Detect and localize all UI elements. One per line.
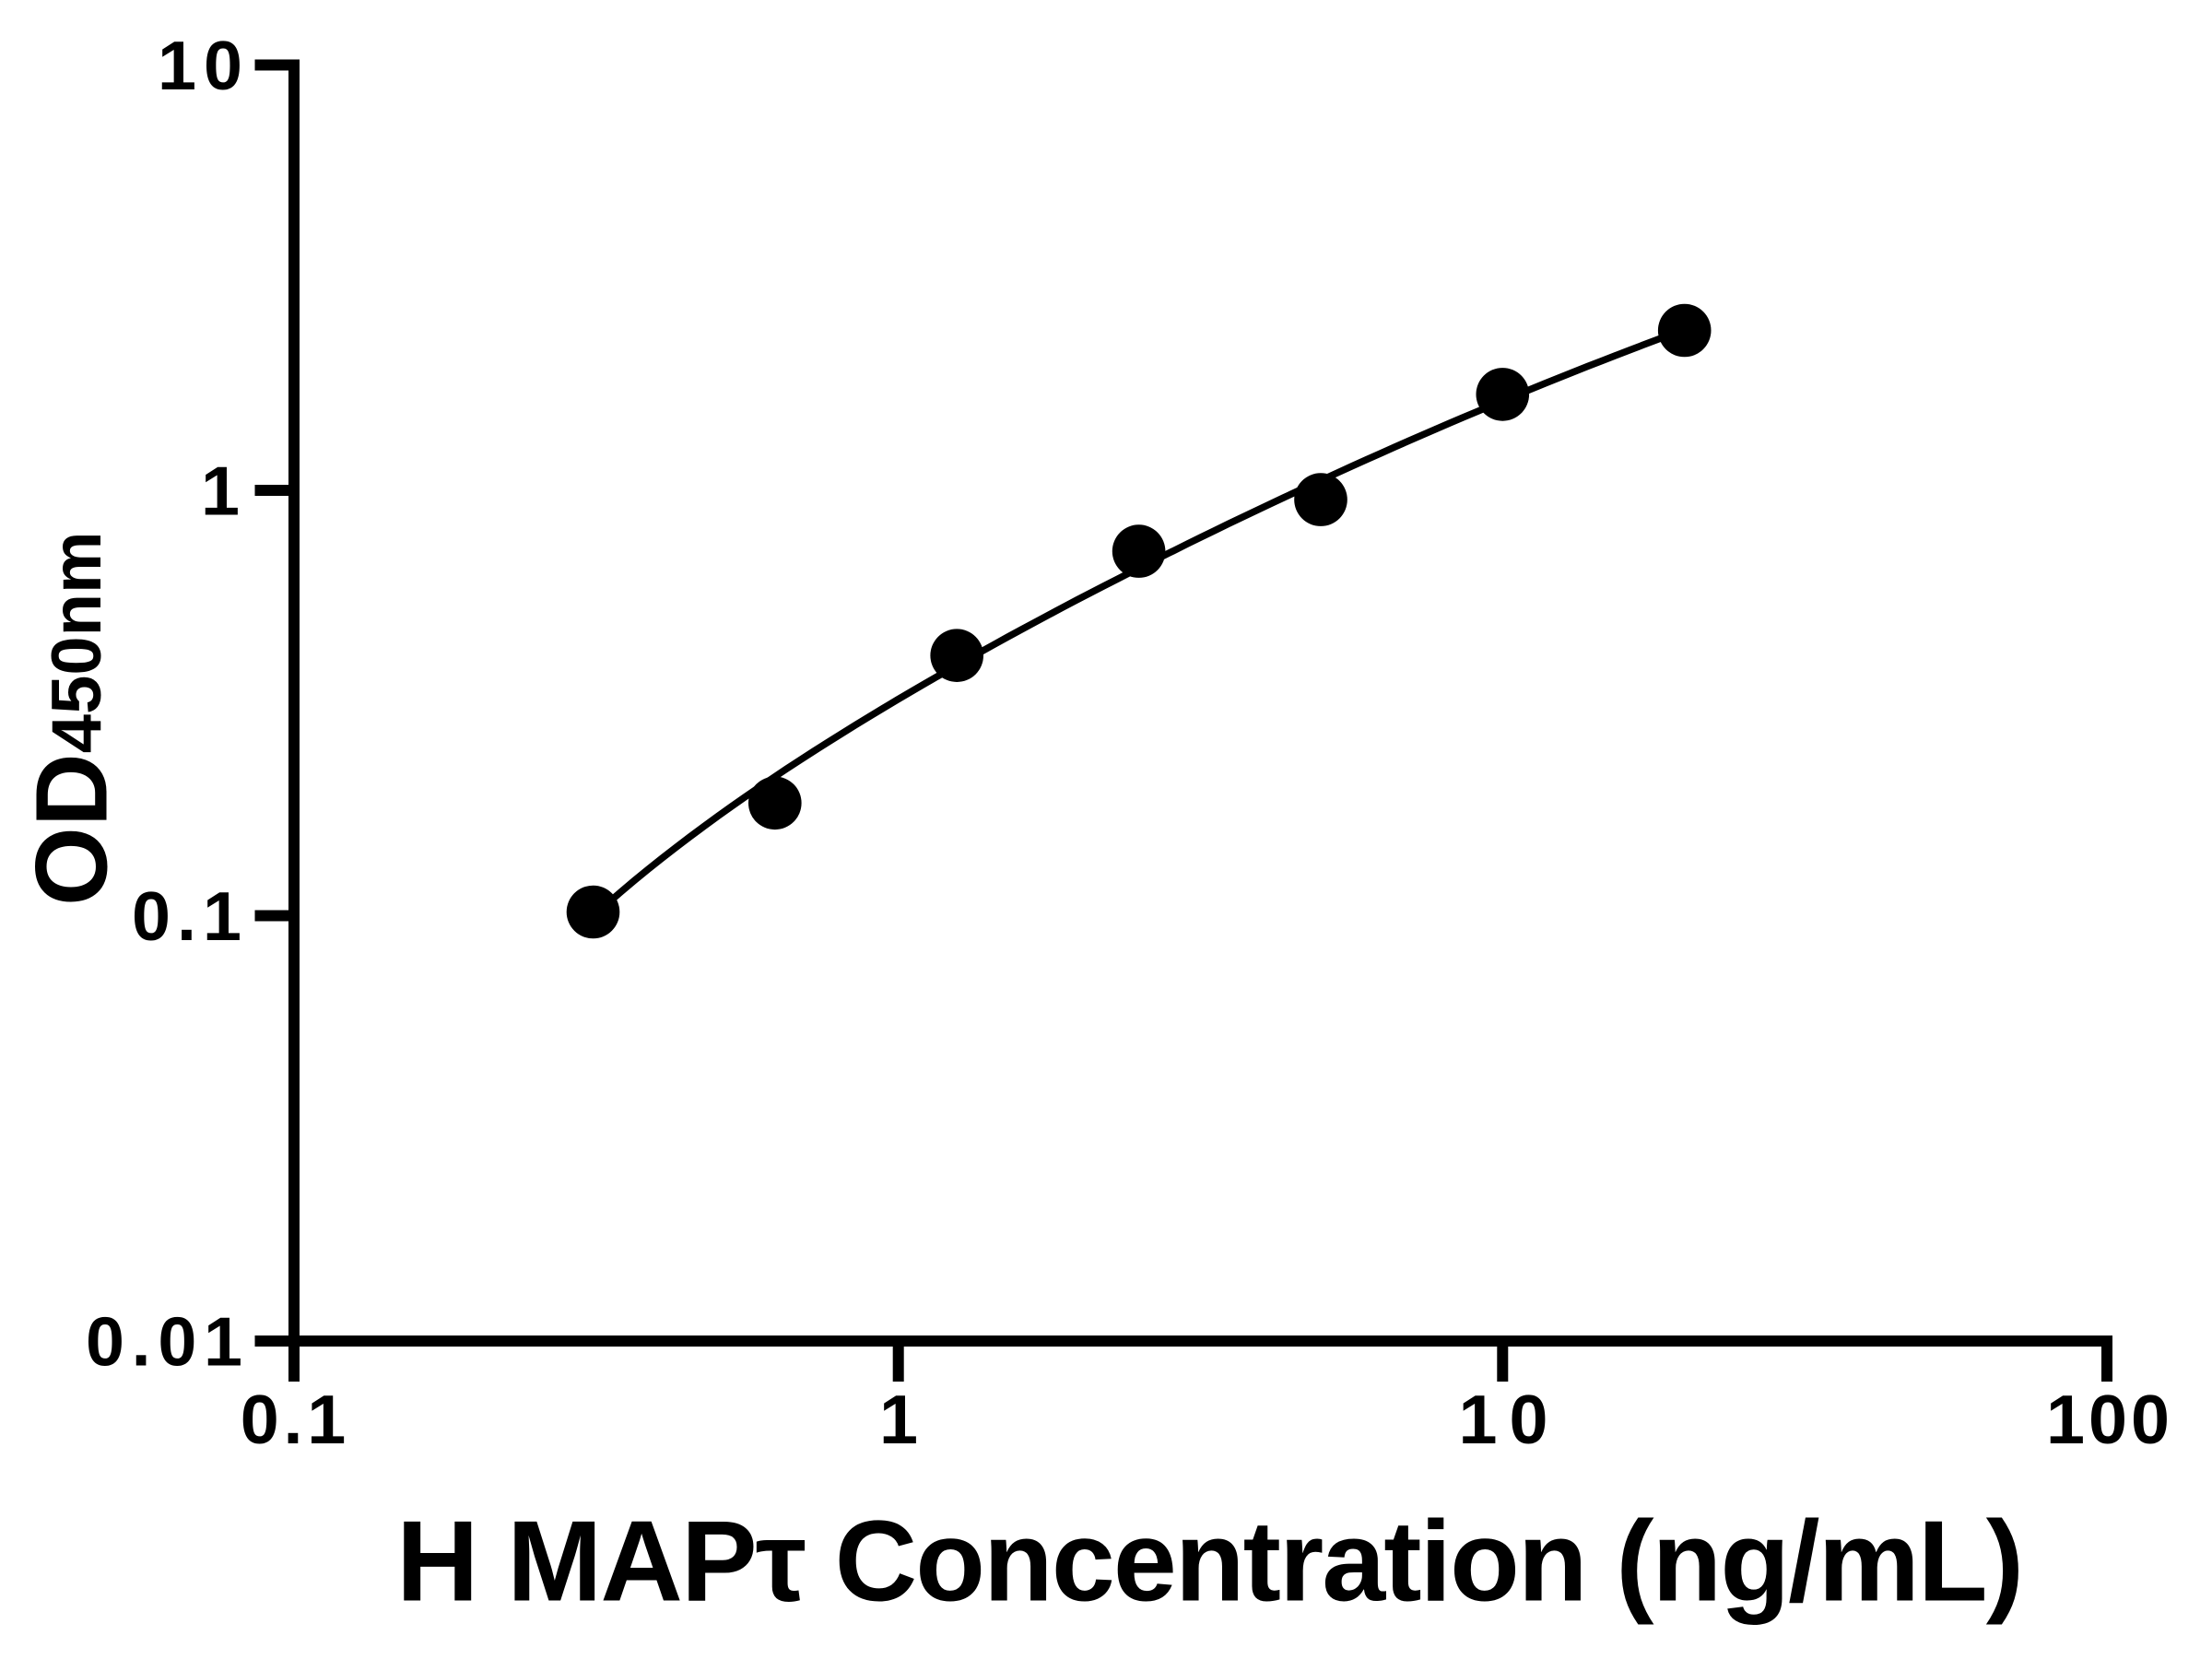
svg-text:0.1: 0.1 — [241, 1381, 347, 1458]
svg-text:1: 1 — [201, 453, 240, 530]
svg-text:OD: OD — [16, 753, 129, 906]
svg-text:100: 100 — [2046, 1381, 2170, 1458]
svg-text:1: 1 — [879, 1381, 918, 1458]
svg-text:H MAPτ Concentration (ng/mL): H MAPτ Concentration (ng/mL) — [396, 1499, 2024, 1626]
svg-text:0.01: 0.01 — [86, 1303, 242, 1381]
svg-text:450nm: 450nm — [38, 531, 116, 753]
svg-text:0.1: 0.1 — [132, 877, 241, 955]
